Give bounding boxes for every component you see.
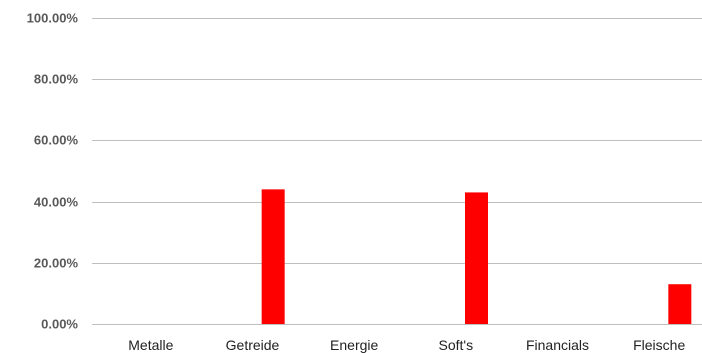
y-tick-label: 20.00% (34, 256, 79, 271)
x-tick-label: Financials (526, 337, 589, 353)
bar (668, 284, 692, 324)
x-tick-label: Fleische (633, 337, 685, 353)
x-axis-tick-labels: Metalle Getreide Energie Soft's Financials Fl… (128, 337, 685, 353)
x-tick-label: Soft's (439, 337, 474, 353)
y-tick-label: 80.00% (34, 72, 79, 87)
y-tick-label: 100.00% (27, 11, 79, 26)
y-tick-label: 60.00% (34, 133, 79, 148)
bar (465, 192, 488, 324)
gridlines (92, 18, 702, 325)
bar (261, 189, 285, 324)
y-tick-label: 0.00% (41, 317, 78, 332)
bars (261, 189, 692, 324)
x-tick-label: Getreide (226, 337, 280, 353)
y-tick-label: 40.00% (34, 195, 79, 210)
x-tick-label: Metalle (128, 337, 173, 353)
y-axis-tick-labels: 0.00% 20.00% 40.00% 60.00% 80.00% 100.00% (27, 11, 79, 332)
x-tick-label: Energie (330, 337, 378, 353)
